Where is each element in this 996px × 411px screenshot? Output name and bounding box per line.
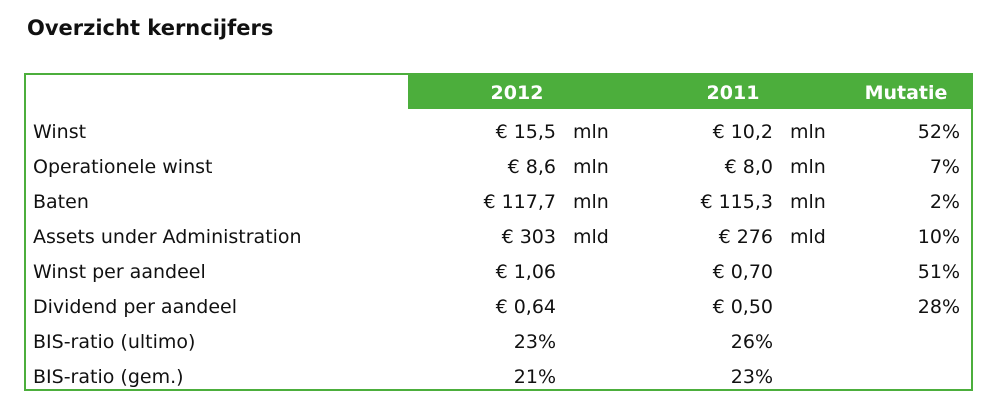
row-label: Winst (33, 121, 87, 143)
value-2012: € 117,7 (483, 191, 556, 213)
unit-2011: mln (790, 156, 826, 178)
mutation: 10% (917, 226, 960, 248)
unit-2012: mln (573, 156, 609, 178)
value-2012: 21% (513, 366, 556, 388)
value-2011: € 0,70 (712, 261, 773, 283)
value-2012: € 15,5 (495, 121, 556, 143)
row-label: BIS-ratio (ultimo) (33, 331, 196, 353)
row-label: Dividend per aandeel (33, 296, 237, 318)
value-2012: € 0,64 (495, 296, 556, 318)
mutation: 52% (917, 121, 960, 143)
unit-2011: mld (790, 226, 826, 248)
value-2011: € 10,2 (712, 121, 773, 143)
value-2012: 23% (513, 331, 556, 353)
unit-2012: mln (573, 121, 609, 143)
column-header: 2012 (490, 82, 544, 104)
header-band (408, 73, 971, 109)
unit-2011: mln (790, 121, 826, 143)
value-2011: 26% (730, 331, 773, 353)
column-header: Mutatie (864, 82, 948, 104)
value-2011: € 8,0 (724, 156, 773, 178)
title: Overzicht kerncijfers (27, 16, 274, 40)
value-2012: € 8,6 (507, 156, 556, 178)
row-label: Assets under Administration (33, 226, 302, 248)
row-label: BIS-ratio (gem.) (33, 366, 184, 388)
unit-2012: mld (573, 226, 609, 248)
unit-2012: mln (573, 191, 609, 213)
column-header: 2011 (706, 82, 760, 104)
value-2011: € 276 (718, 226, 773, 248)
unit-2011: mln (790, 191, 826, 213)
value-2011: € 0,50 (712, 296, 773, 318)
mutation: 2% (929, 191, 960, 213)
mutation: 51% (917, 261, 960, 283)
row-label: Operationele winst (33, 156, 213, 178)
value-2012: € 303 (501, 226, 556, 248)
row-label: Winst per aandeel (33, 261, 206, 283)
value-2012: € 1,06 (495, 261, 556, 283)
value-2011: € 115,3 (700, 191, 773, 213)
value-2011: 23% (730, 366, 773, 388)
mutation: 7% (929, 156, 960, 178)
row-label: Baten (33, 191, 89, 213)
mutation: 28% (917, 296, 960, 318)
